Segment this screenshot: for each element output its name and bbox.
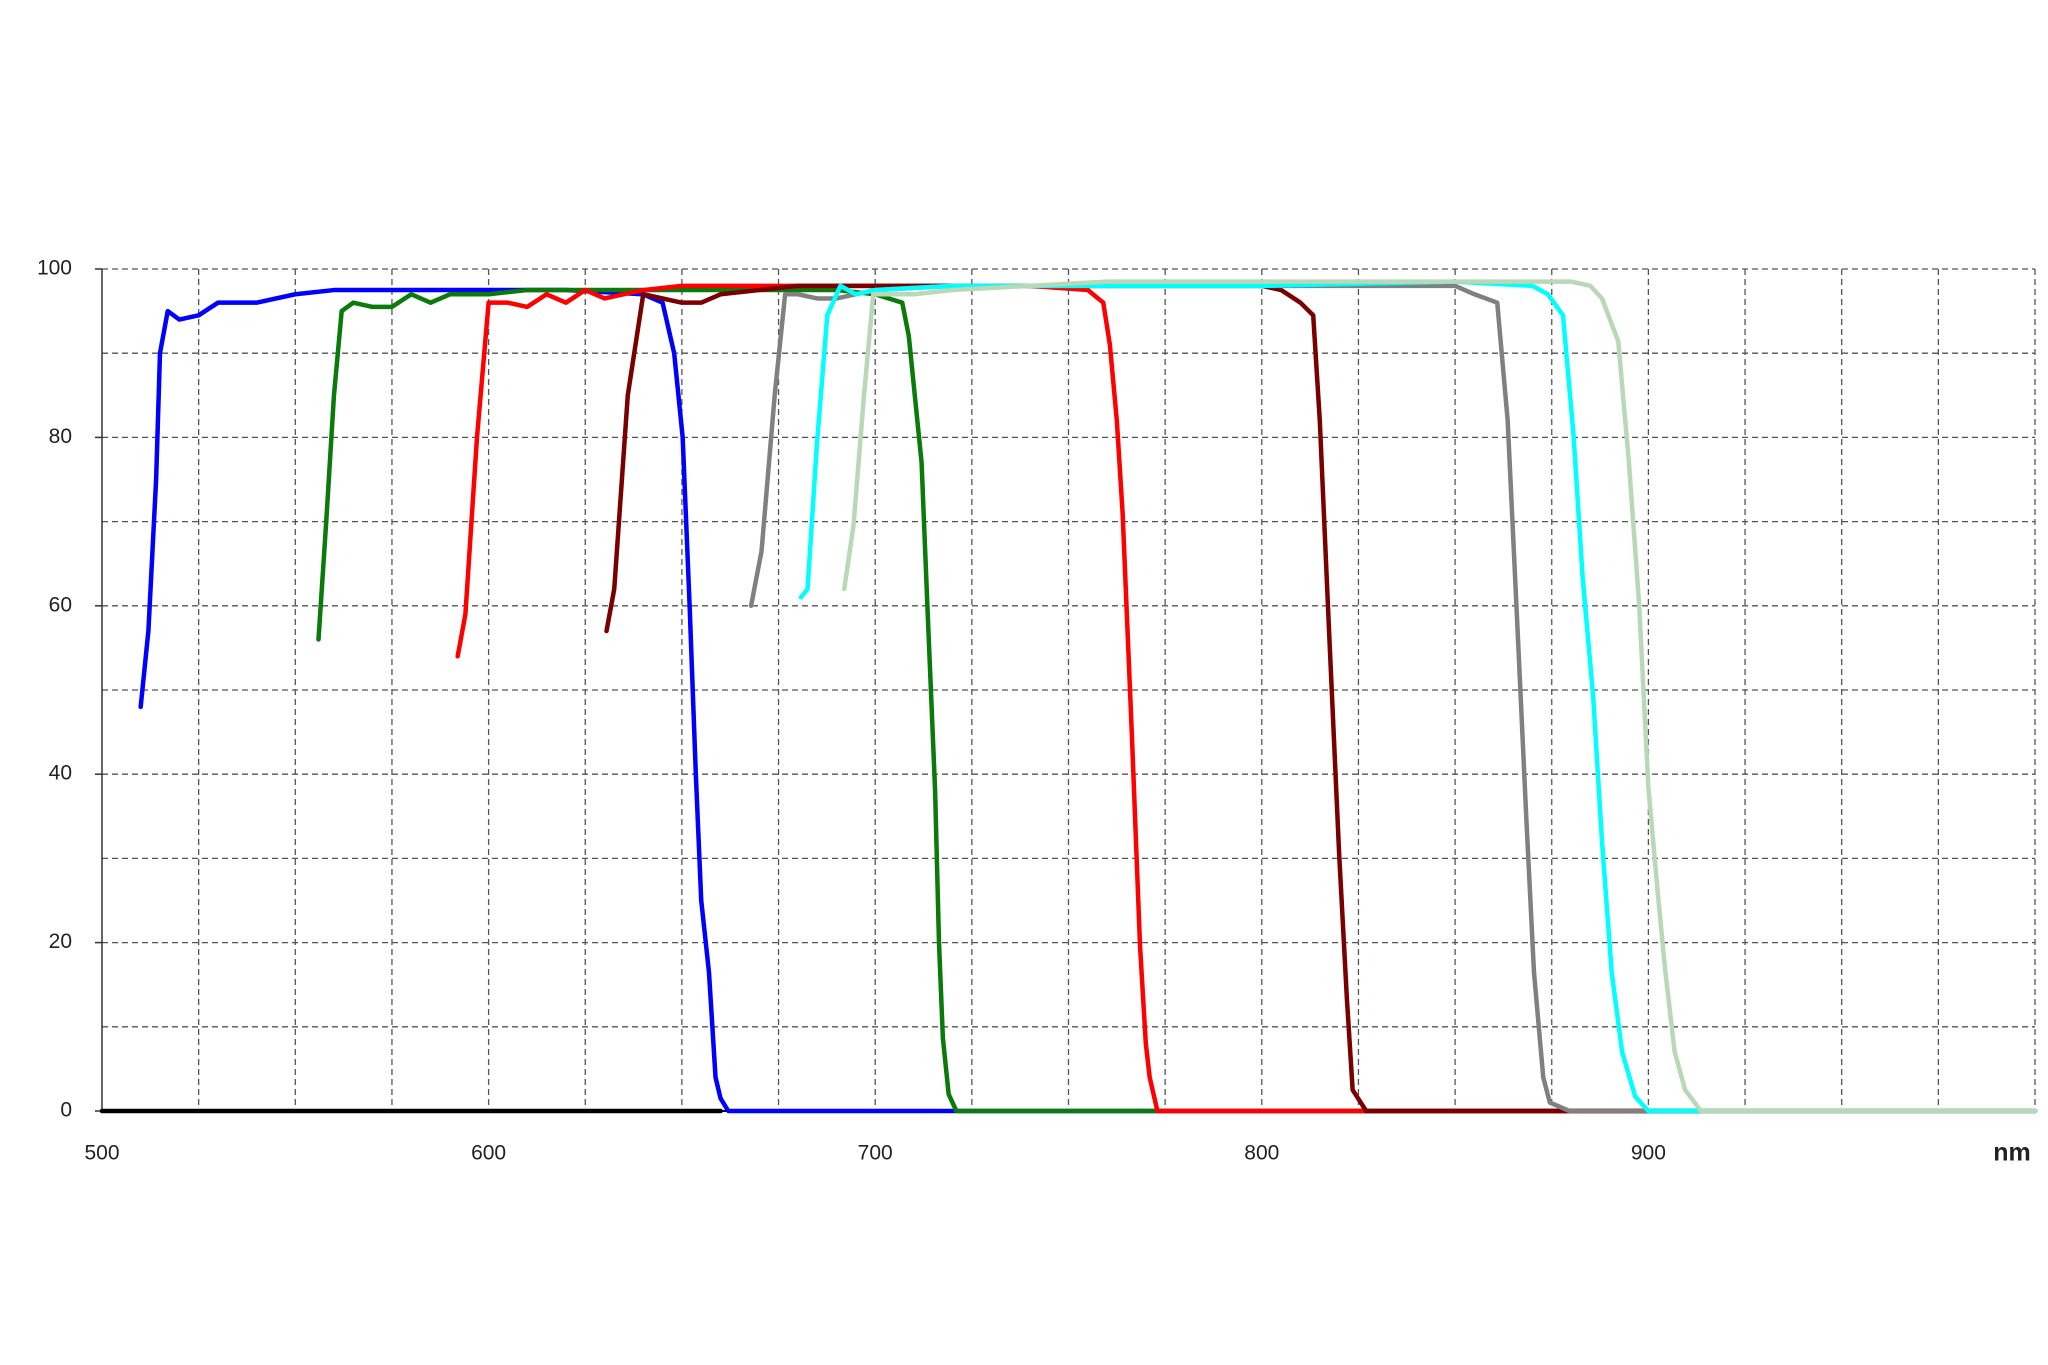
y-tick-label: 40 (49, 762, 72, 785)
series-line (842, 279, 2038, 1114)
y-tick-label: 60 (49, 593, 72, 616)
y-tick-label: 100 (37, 257, 72, 280)
x-tick-label: 600 (471, 1142, 506, 1165)
y-tick-label: 20 (49, 930, 72, 953)
series-line (748, 283, 2038, 1114)
y-tick-label: 0 (60, 1099, 72, 1122)
y-tick-label: 80 (49, 425, 72, 448)
x-axis-label: nm (1993, 1139, 2031, 1167)
x-tick-label: 900 (1631, 1142, 1666, 1165)
series-line (316, 287, 2038, 1114)
series-line (798, 279, 2038, 1114)
x-tick-label: 700 (858, 1142, 893, 1165)
x-tick-label: 800 (1244, 1142, 1279, 1165)
x-tick-label: 500 (84, 1142, 119, 1165)
